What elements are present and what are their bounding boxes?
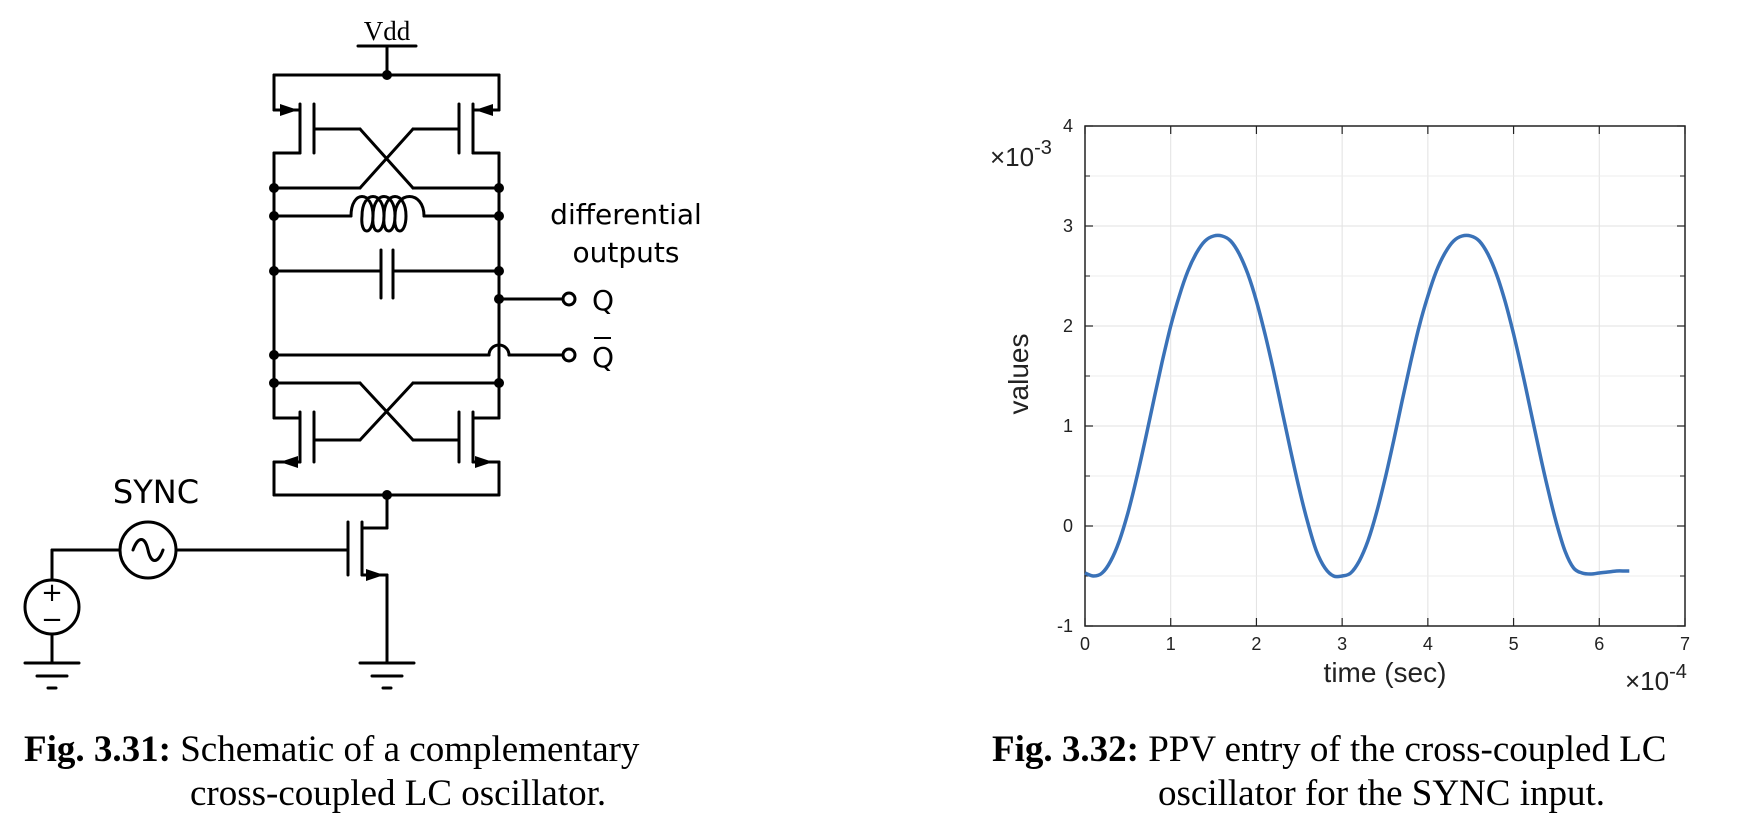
arrow-icon xyxy=(280,456,298,468)
y-tick-label: -1 xyxy=(1057,616,1073,636)
outputs-label-line1: differential xyxy=(550,198,702,231)
caption-left-line1: Schematic of a complementary xyxy=(180,729,640,770)
q-terminal xyxy=(561,291,577,307)
qbar-terminal xyxy=(561,347,577,363)
x-tick-label: 6 xyxy=(1594,634,1604,654)
arrow-icon xyxy=(475,456,493,468)
ppv-series-line xyxy=(1084,233,1630,579)
y-tick-labels: -1 0 1 2 3 4 xyxy=(1057,116,1073,636)
sync-label: SYNC xyxy=(113,473,199,511)
right-pmos-transistor xyxy=(411,102,501,155)
inductor xyxy=(272,195,501,233)
y-tick-label: 4 xyxy=(1063,116,1073,136)
y-tick-label: 2 xyxy=(1063,316,1073,336)
x-tick-label: 7 xyxy=(1680,634,1690,654)
caption-right-number: Fig. 3.32: xyxy=(992,729,1139,770)
right-nmos-transistor xyxy=(411,410,501,464)
source-plus-label: + xyxy=(41,578,63,608)
vdd-label: Vdd xyxy=(364,16,411,46)
caption-left-line2: cross-coupled LC oscillator. xyxy=(190,773,607,814)
pmos-cross-wire-b xyxy=(358,127,415,190)
junction-dots xyxy=(269,70,504,500)
capacitor xyxy=(272,248,501,300)
plot-grid xyxy=(1084,125,1686,627)
q-label: Q xyxy=(592,284,614,317)
x-tick-label: 0 xyxy=(1080,634,1090,654)
sine-wave-icon xyxy=(131,538,165,562)
x-tick-label: 3 xyxy=(1337,634,1347,654)
oscillator-schematic: Vdd differential outputs Q Q SYNC + − xyxy=(23,16,702,690)
arrow-icon xyxy=(280,104,298,116)
caption-right-line1: PPV entry of the cross-coupled LC xyxy=(1148,729,1667,770)
caption-fig-3-32: Fig. 3.32: PPV entry of the cross-couple… xyxy=(992,728,1732,816)
source-minus-label: − xyxy=(41,605,63,635)
ground-symbol-left xyxy=(23,661,81,690)
caption-left-number: Fig. 3.31: xyxy=(24,729,171,770)
outputs-label-line2: outputs xyxy=(573,236,680,269)
y-tick-label: 3 xyxy=(1063,216,1073,236)
x-tick-label: 4 xyxy=(1423,634,1433,654)
arrow-icon xyxy=(475,104,493,116)
ground-symbol-right xyxy=(358,661,416,690)
x-tick-label: 2 xyxy=(1251,634,1261,654)
qbar-label: Q xyxy=(592,341,614,374)
nmos-cross-wire-b xyxy=(358,381,415,442)
x-multiplier: ×10-4 xyxy=(1625,661,1687,696)
x-tick-labels: 0 1 2 3 4 5 6 7 xyxy=(1080,634,1690,654)
caption-fig-3-31: Fig. 3.31: Schematic of a complementary … xyxy=(24,728,724,816)
y-multiplier: ×10-3 xyxy=(990,137,1052,172)
x-tick-label: 1 xyxy=(1166,634,1176,654)
y-axis-label: values xyxy=(1003,334,1034,415)
y-tick-label: 1 xyxy=(1063,416,1073,436)
arrow-icon xyxy=(366,569,384,581)
ppv-plot: 0 1 2 3 4 5 6 7 -1 0 1 2 3 4 time (sec) values ×10-4… xyxy=(990,116,1690,696)
left-nmos-transistor xyxy=(272,410,362,464)
x-tick-label: 5 xyxy=(1509,634,1519,654)
x-axis-label: time (sec) xyxy=(1324,657,1447,688)
caption-right-line2: oscillator for the SYNC input. xyxy=(1158,773,1606,814)
tail-nmos-transistor xyxy=(346,520,389,577)
y-tick-label: 0 xyxy=(1063,516,1073,536)
